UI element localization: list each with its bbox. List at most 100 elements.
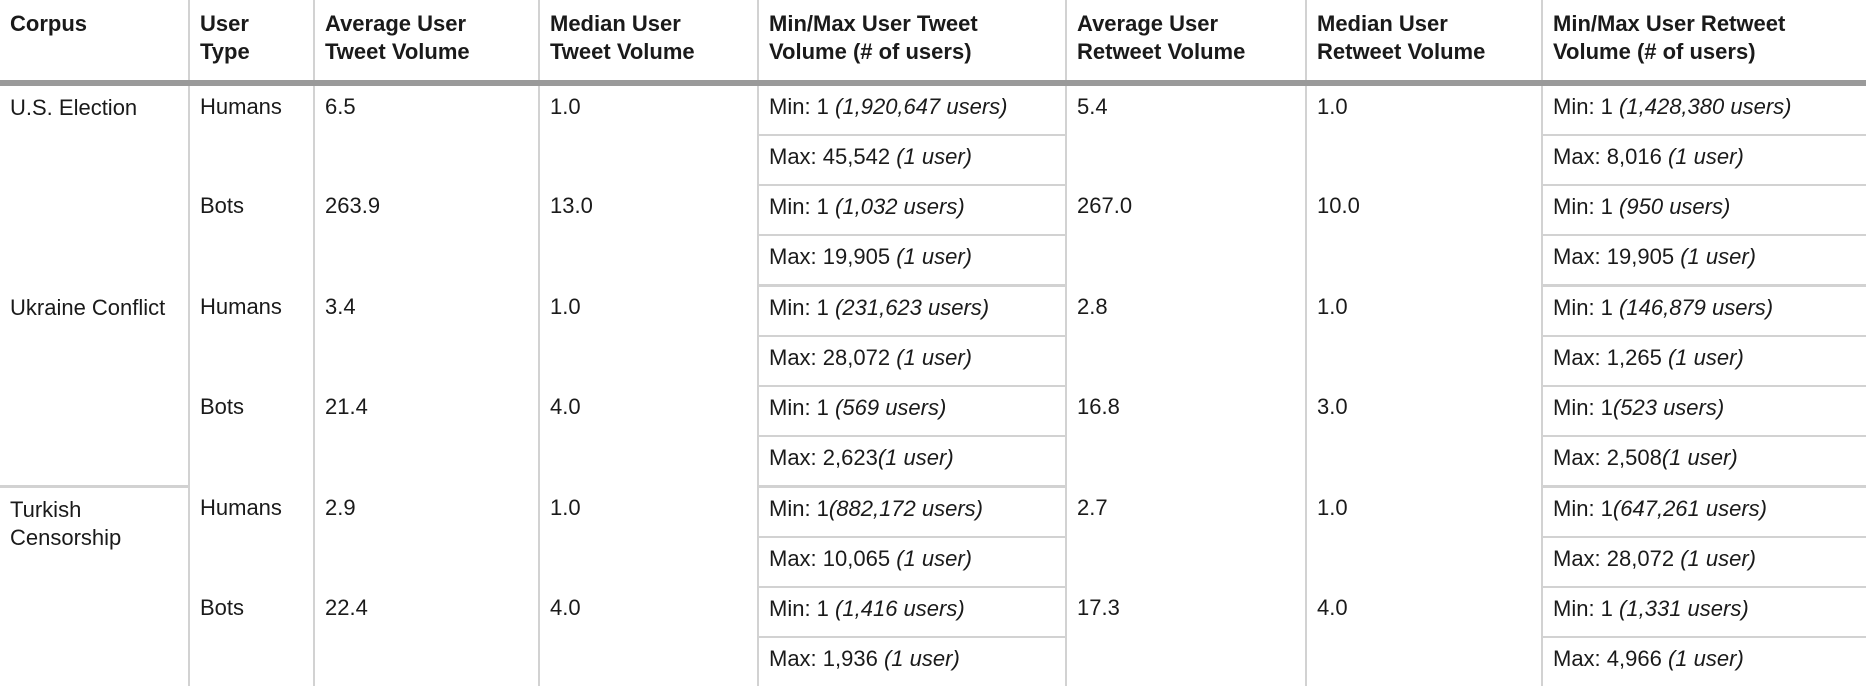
- header-average-tweet-volume: Average User Tweet Volume: [314, 0, 539, 83]
- tweet-min-label: Min: 1: [769, 395, 829, 420]
- tweet-max-users: (1 user): [896, 345, 972, 370]
- retweet-min-users: (1,331 users): [1619, 596, 1749, 621]
- median-retweet-cell: 3.0: [1306, 386, 1542, 487]
- retweet-max-users: (1 user): [1680, 244, 1756, 269]
- tweet-max-cell: Max: 45,542 (1 user): [758, 135, 1066, 185]
- avg-retweet-cell: 5.4: [1066, 83, 1306, 185]
- tweet-min-cell: Min: 1 (569 users): [758, 386, 1066, 436]
- table-row: Turkish Censorship Humans 2.9 1.0 Min: 1…: [0, 487, 1866, 538]
- header-median-retweet-volume: Median User Retweet Volume: [1306, 0, 1542, 83]
- retweet-max-users: (1 user): [1668, 646, 1744, 671]
- avg-retweet-cell: 16.8: [1066, 386, 1306, 487]
- avg-retweet-cell: 267.0: [1066, 185, 1306, 286]
- tweet-max-cell: Max: 19,905 (1 user): [758, 235, 1066, 286]
- retweet-max-users: (1 user): [1662, 445, 1738, 470]
- tweet-max-label: Max: 45,542: [769, 144, 890, 169]
- header-median-tweet-volume: Median User Tweet Volume: [539, 0, 758, 83]
- retweet-max-cell: Max: 19,905 (1 user): [1542, 235, 1866, 286]
- header-corpus: Corpus: [0, 0, 189, 83]
- retweet-min-cell: Min: 1(647,261 users): [1542, 487, 1866, 538]
- retweet-max-cell: Max: 28,072 (1 user): [1542, 537, 1866, 587]
- retweet-max-label: Max: 2,508: [1553, 445, 1662, 470]
- tweet-max-label: Max: 2,623: [769, 445, 878, 470]
- avg-tweet-cell: 21.4: [314, 386, 539, 487]
- tweet-max-users: (1 user): [878, 445, 954, 470]
- retweet-min-label: Min: 1: [1553, 395, 1613, 420]
- retweet-max-label: Max: 28,072: [1553, 546, 1674, 571]
- avg-tweet-cell: 22.4: [314, 587, 539, 686]
- retweet-min-label: Min: 1: [1553, 295, 1613, 320]
- tweet-max-users: (1 user): [896, 546, 972, 571]
- tweet-min-label: Min: 1: [769, 496, 829, 521]
- tweet-min-users: (1,416 users): [835, 596, 965, 621]
- table-row: Bots 263.9 13.0 Min: 1 (1,032 users) 267…: [0, 185, 1866, 235]
- tweet-min-users: (1,032 users): [835, 194, 965, 219]
- header-average-retweet-volume: Average User Retweet Volume: [1066, 0, 1306, 83]
- retweet-max-cell: Max: 4,966 (1 user): [1542, 637, 1866, 686]
- corpus-cell: U.S. Election: [0, 83, 189, 286]
- retweet-max-users: (1 user): [1668, 144, 1744, 169]
- retweet-max-label: Max: 8,016: [1553, 144, 1662, 169]
- table-row: Bots 21.4 4.0 Min: 1 (569 users) 16.8 3.…: [0, 386, 1866, 436]
- tweet-max-label: Max: 28,072: [769, 345, 890, 370]
- median-retweet-cell: 1.0: [1306, 487, 1542, 588]
- header-minmax-tweet-volume: Min/Max User Tweet Volume (# of users): [758, 0, 1066, 83]
- retweet-min-label: Min: 1: [1553, 496, 1613, 521]
- retweet-min-cell: Min: 1(523 users): [1542, 386, 1866, 436]
- retweet-max-label: Max: 1,265: [1553, 345, 1662, 370]
- tweet-min-label: Min: 1: [769, 94, 829, 119]
- tweet-min-cell: Min: 1 (1,920,647 users): [758, 83, 1066, 135]
- tweet-max-cell: Max: 2,623(1 user): [758, 436, 1066, 487]
- median-tweet-cell: 1.0: [539, 83, 758, 185]
- retweet-max-users: (1 user): [1680, 546, 1756, 571]
- retweet-min-cell: Min: 1 (146,879 users): [1542, 286, 1866, 337]
- user-type-cell: Humans: [189, 286, 314, 387]
- avg-retweet-cell: 2.7: [1066, 487, 1306, 588]
- avg-retweet-cell: 2.8: [1066, 286, 1306, 387]
- tweet-min-cell: Min: 1 (231,623 users): [758, 286, 1066, 337]
- avg-tweet-cell: 2.9: [314, 487, 539, 588]
- retweet-min-users: (1,428,380 users): [1619, 94, 1791, 119]
- tweet-min-users: (1,920,647 users): [835, 94, 1007, 119]
- table-row: Ukraine Conflict Humans 3.4 1.0 Min: 1 (…: [0, 286, 1866, 337]
- table-row: Bots 22.4 4.0 Min: 1 (1,416 users) 17.3 …: [0, 587, 1866, 637]
- user-type-cell: Bots: [189, 386, 314, 487]
- tweet-max-users: (1 user): [884, 646, 960, 671]
- tweet-max-label: Max: 19,905: [769, 244, 890, 269]
- retweet-min-users: (523 users): [1613, 395, 1724, 420]
- tweet-max-users: (1 user): [896, 144, 972, 169]
- tweet-min-cell: Min: 1(882,172 users): [758, 487, 1066, 538]
- retweet-max-cell: Max: 1,265 (1 user): [1542, 336, 1866, 386]
- median-tweet-cell: 1.0: [539, 487, 758, 588]
- tweet-min-users: (569 users): [835, 395, 946, 420]
- retweet-min-label: Min: 1: [1553, 194, 1613, 219]
- tweet-min-cell: Min: 1 (1,032 users): [758, 185, 1066, 235]
- median-retweet-cell: 1.0: [1306, 83, 1542, 185]
- median-tweet-cell: 1.0: [539, 286, 758, 387]
- tweet-max-cell: Max: 1,936 (1 user): [758, 637, 1066, 686]
- avg-tweet-cell: 263.9: [314, 185, 539, 286]
- retweet-max-users: (1 user): [1668, 345, 1744, 370]
- retweet-min-users: (647,261 users): [1613, 496, 1767, 521]
- tweet-max-label: Max: 10,065: [769, 546, 890, 571]
- tweet-min-users: (231,623 users): [835, 295, 989, 320]
- corpus-cell: Turkish Censorship: [0, 487, 189, 686]
- median-retweet-cell: 1.0: [1306, 286, 1542, 387]
- median-retweet-cell: 4.0: [1306, 587, 1542, 686]
- user-type-cell: Bots: [189, 185, 314, 286]
- retweet-max-cell: Max: 8,016 (1 user): [1542, 135, 1866, 185]
- tweet-min-users: (882,172 users): [829, 496, 983, 521]
- tweet-min-label: Min: 1: [769, 596, 829, 621]
- retweet-min-cell: Min: 1 (950 users): [1542, 185, 1866, 235]
- tweet-min-label: Min: 1: [769, 295, 829, 320]
- tweet-max-users: (1 user): [896, 244, 972, 269]
- retweet-max-cell: Max: 2,508(1 user): [1542, 436, 1866, 487]
- retweet-max-label: Max: 19,905: [1553, 244, 1674, 269]
- median-tweet-cell: 4.0: [539, 587, 758, 686]
- median-tweet-cell: 4.0: [539, 386, 758, 487]
- tweet-max-cell: Max: 10,065 (1 user): [758, 537, 1066, 587]
- user-type-cell: Humans: [189, 487, 314, 588]
- user-type-cell: Humans: [189, 83, 314, 185]
- retweet-min-users: (146,879 users): [1619, 295, 1773, 320]
- table-row: U.S. Election Humans 6.5 1.0 Min: 1 (1,9…: [0, 83, 1866, 135]
